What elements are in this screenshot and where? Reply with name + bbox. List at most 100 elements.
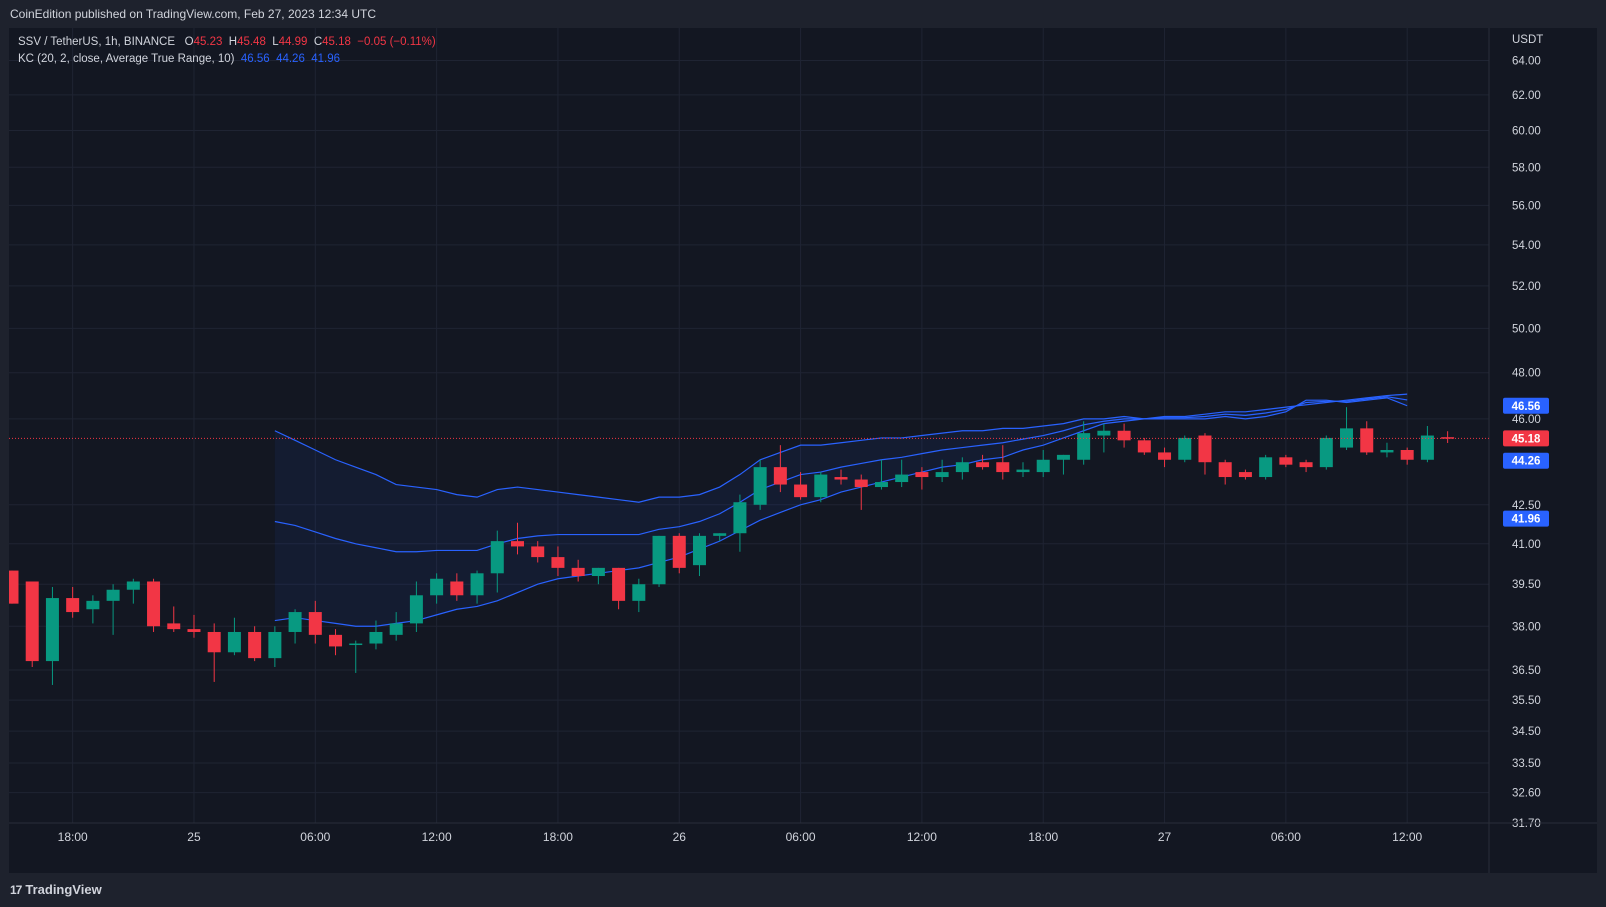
candle-body[interactable] xyxy=(329,634,343,647)
candle-body[interactable] xyxy=(1036,459,1050,473)
candle-body[interactable] xyxy=(834,477,848,480)
candle-body[interactable] xyxy=(45,598,59,662)
candle-body[interactable] xyxy=(976,462,990,468)
keltner-band-fill xyxy=(274,394,1408,627)
candle-body[interactable] xyxy=(1259,457,1273,478)
candle-body[interactable] xyxy=(25,581,39,662)
y-tick-label: 48.00 xyxy=(1512,368,1541,380)
candle-body[interactable] xyxy=(531,546,545,558)
candle-body[interactable] xyxy=(207,631,221,653)
candle-body[interactable] xyxy=(1198,435,1212,463)
candle-body[interactable] xyxy=(955,462,969,473)
tradingview-brand: TradingView xyxy=(25,882,102,897)
candle-body[interactable] xyxy=(1117,430,1131,441)
candle-body[interactable] xyxy=(591,567,605,577)
candle-body[interactable] xyxy=(430,578,444,596)
candle-body[interactable] xyxy=(854,479,868,488)
candle-body[interactable] xyxy=(1340,428,1354,448)
kc-lower-value: 41.96 xyxy=(311,53,341,65)
candle-body[interactable] xyxy=(490,541,504,574)
candle-body[interactable] xyxy=(248,631,262,659)
candle-body[interactable] xyxy=(389,623,403,635)
candle-body[interactable] xyxy=(1238,472,1252,478)
candle-body[interactable] xyxy=(1016,469,1030,473)
candle-body[interactable] xyxy=(1056,454,1070,460)
low-label: L xyxy=(272,36,279,48)
candle-body[interactable] xyxy=(1380,450,1394,453)
candle-body[interactable] xyxy=(1400,450,1414,460)
candle-body[interactable] xyxy=(1097,430,1111,436)
kc-upper-price-tag-bg xyxy=(1503,397,1549,414)
candle-body[interactable] xyxy=(369,631,383,644)
indicator-legend[interactable]: KC (20, 2, close, Average True Range, 10… xyxy=(18,51,436,68)
candle-body[interactable] xyxy=(288,612,302,632)
open-value: 45.23 xyxy=(193,36,223,48)
candle-body[interactable] xyxy=(652,535,666,585)
price-chart[interactable]: 64.00 62.00 60.00 58.00 56.00 54.00 52.00 50.00… xyxy=(9,28,1597,873)
candle-body[interactable] xyxy=(450,581,464,596)
candle-body[interactable] xyxy=(308,612,322,635)
candle-body[interactable] xyxy=(672,535,686,568)
kc-basis-price-tag-bg xyxy=(1503,452,1549,469)
candle-body[interactable] xyxy=(511,541,524,547)
candle-body[interactable] xyxy=(692,535,706,566)
x-tick-label: 26 xyxy=(673,830,687,844)
candle-body[interactable] xyxy=(874,482,888,488)
candle-body[interactable] xyxy=(814,474,828,498)
kc-basis-price-tag: 44.26 xyxy=(1512,456,1541,468)
candle-body[interactable] xyxy=(470,573,484,596)
kc-lower-price-tag-bg xyxy=(1503,510,1549,527)
candle-body[interactable] xyxy=(773,467,787,485)
y-tick-label: 41.00 xyxy=(1512,539,1541,551)
candle-body[interactable] xyxy=(1420,435,1434,460)
candle-body[interactable] xyxy=(895,474,909,483)
close-value: 45.18 xyxy=(322,36,351,48)
candle-body[interactable] xyxy=(1299,462,1313,468)
candle-body[interactable] xyxy=(1360,428,1374,453)
candle-body[interactable] xyxy=(1178,437,1192,460)
candle-body[interactable] xyxy=(66,598,80,613)
symbol-legend[interactable]: SSV / TetherUS, 1h, BINANCE O45.23 H45.4… xyxy=(18,34,436,51)
candle-body[interactable] xyxy=(1319,437,1333,468)
candle-body[interactable] xyxy=(915,472,929,478)
y-tick-label: 36.50 xyxy=(1512,665,1541,677)
candle-body[interactable] xyxy=(935,472,949,478)
candle-body[interactable] xyxy=(86,600,100,610)
candle-body[interactable] xyxy=(147,581,161,627)
y-tick-label: 50.00 xyxy=(1512,323,1541,335)
candle-body[interactable] xyxy=(409,595,423,624)
y-tick-label: 31.70 xyxy=(1512,818,1541,830)
candle-body[interactable] xyxy=(1218,462,1232,478)
candle-body[interactable] xyxy=(753,467,767,505)
candle-body[interactable] xyxy=(227,631,241,653)
currency-label: USDT xyxy=(1512,34,1543,46)
y-tick-label: 54.00 xyxy=(1512,240,1541,252)
low-value: 44.99 xyxy=(278,36,308,48)
candle-body[interactable] xyxy=(794,484,808,498)
chart-area[interactable]: 64.00 62.00 60.00 58.00 56.00 54.00 52.00 50.00… xyxy=(9,28,1597,873)
kc-upper-value: 46.56 xyxy=(240,53,270,65)
tradingview-logo[interactable]: 17 TradingView xyxy=(10,882,102,897)
candle-body[interactable] xyxy=(1279,457,1293,465)
candle-body[interactable] xyxy=(733,502,747,534)
candle-body[interactable] xyxy=(612,567,626,601)
candle-body[interactable] xyxy=(126,581,140,590)
candle-body[interactable] xyxy=(106,589,120,601)
candle-body[interactable] xyxy=(551,557,565,568)
indicator-title: KC (20, 2, close, Average True Range, 10… xyxy=(18,53,235,65)
candle-body[interactable] xyxy=(1077,433,1091,460)
last-price-tag-bg xyxy=(1503,430,1549,447)
candle-body[interactable] xyxy=(1137,440,1151,453)
keltner-lower-line xyxy=(274,393,1408,627)
candle-body[interactable] xyxy=(167,623,181,630)
candle-body[interactable] xyxy=(1441,437,1455,439)
candle-body[interactable] xyxy=(996,462,1010,473)
candle-body[interactable] xyxy=(571,567,585,577)
candle-body[interactable] xyxy=(187,629,201,632)
candle-body[interactable] xyxy=(632,584,646,601)
candle-body[interactable] xyxy=(349,643,363,646)
candle-body[interactable] xyxy=(268,631,282,659)
candle-body[interactable] xyxy=(1158,452,1172,460)
candle-body[interactable] xyxy=(713,533,727,536)
candle-body[interactable] xyxy=(9,570,19,604)
